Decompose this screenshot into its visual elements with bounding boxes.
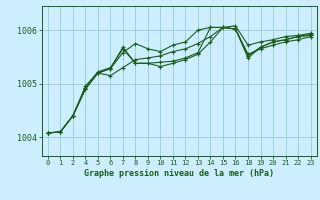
- X-axis label: Graphe pression niveau de la mer (hPa): Graphe pression niveau de la mer (hPa): [84, 169, 274, 178]
